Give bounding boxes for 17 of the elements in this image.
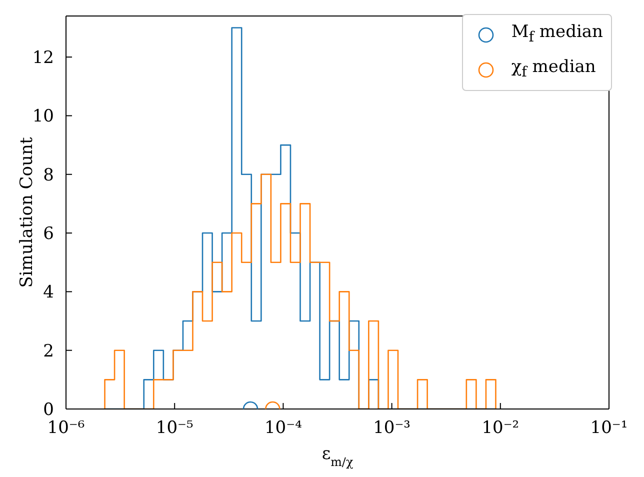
- x-tick-label: 10⁻³: [373, 418, 411, 438]
- y-tick-label: 2: [43, 341, 54, 362]
- x-tick-label: 10⁻⁶: [47, 418, 85, 438]
- x-axis-title: ε$_{m/χ}$: [322, 444, 354, 469]
- y-axis-title: Simulation Count: [17, 137, 37, 288]
- y-tick-label: 4: [43, 282, 54, 303]
- legend-label: M$_{f}$ median: [511, 21, 603, 48]
- y-tick-label: 8: [43, 165, 54, 186]
- y-tick-label: 12: [32, 48, 54, 68]
- y-tick-label: 6: [43, 224, 54, 244]
- y-tick-label: 0: [43, 400, 54, 420]
- legend-label: χ$_{f}$ median: [511, 56, 596, 83]
- x-tick-label: 10⁻⁴: [264, 418, 302, 438]
- x-tick-label: 10⁻⁵: [156, 418, 194, 438]
- y-tick-label: 10: [32, 106, 54, 127]
- x-tick-label: 10⁻¹: [590, 418, 628, 438]
- x-tick-label: 10⁻²: [482, 418, 520, 438]
